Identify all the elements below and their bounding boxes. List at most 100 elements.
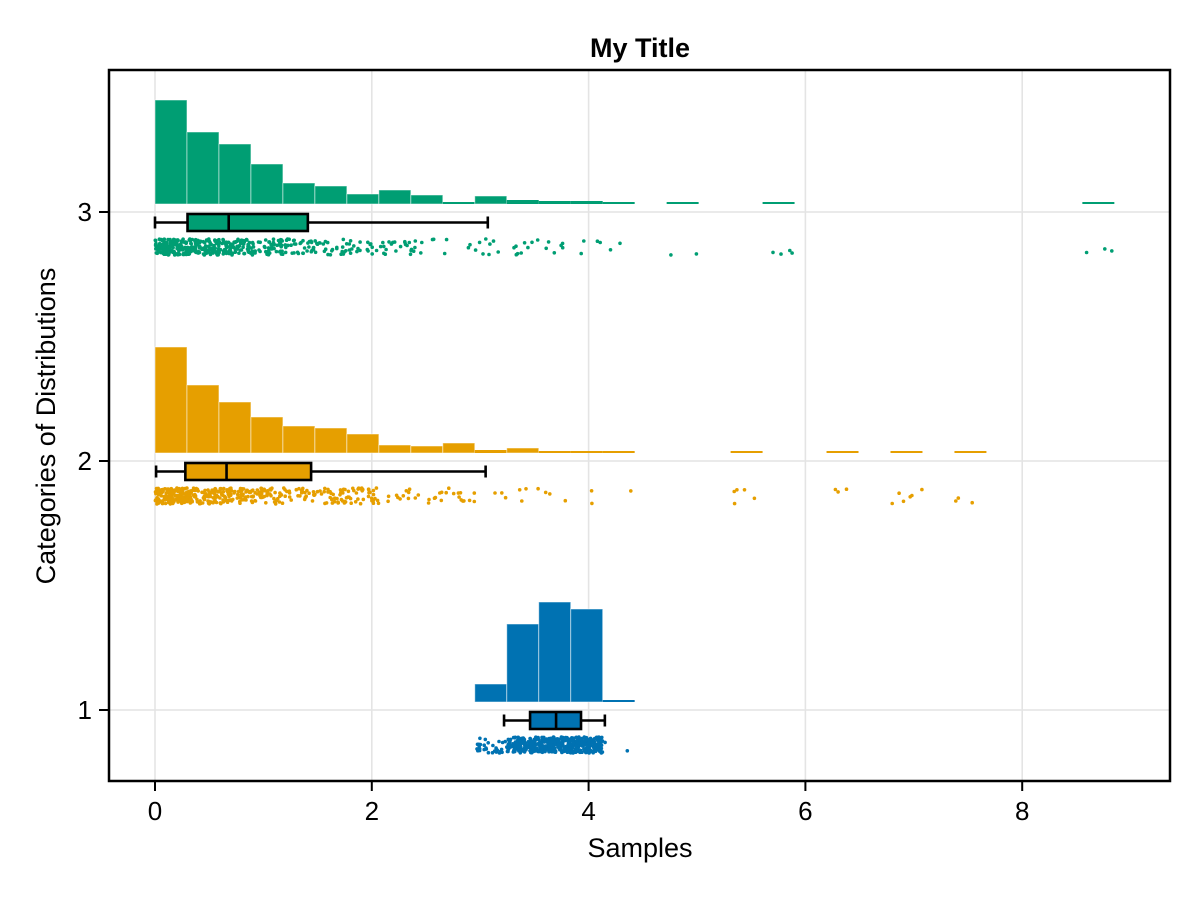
scatter-point	[159, 494, 164, 498]
hist-bar	[570, 608, 604, 703]
scatter-point	[371, 492, 376, 497]
scatter-point	[583, 739, 587, 744]
scatter-point	[901, 499, 906, 504]
scatter-point	[547, 743, 551, 748]
scatter-point	[386, 499, 390, 504]
scatter-point	[483, 737, 488, 742]
hist-bar	[506, 623, 540, 703]
scatter-point	[215, 252, 219, 256]
hist-bar	[602, 451, 635, 453]
scatter-point	[213, 486, 217, 491]
scatter-point	[307, 245, 311, 249]
scatter-point	[206, 493, 211, 498]
scatter-point	[587, 738, 591, 743]
scatter-point	[280, 501, 285, 506]
scatter-point	[224, 240, 228, 244]
scatter-point	[249, 499, 254, 503]
scatter-point	[347, 242, 352, 246]
hist-bar	[346, 193, 380, 205]
hist-bar	[442, 202, 475, 204]
scatter-point	[271, 237, 276, 241]
scatter-point	[365, 247, 370, 252]
scatter-point	[374, 248, 379, 253]
scatter-point	[218, 488, 222, 492]
scatter-point	[413, 245, 417, 250]
scatter-point	[890, 501, 894, 506]
scatter-point	[154, 244, 159, 248]
scatter-point	[517, 488, 522, 492]
scatter-point	[295, 250, 300, 255]
scatter-point	[735, 488, 739, 492]
scatter-point	[407, 487, 412, 492]
scatter-point	[552, 737, 556, 742]
hist-bar	[282, 425, 316, 454]
scatter-point	[196, 240, 201, 245]
scatter-point	[253, 498, 257, 503]
scatter-point	[535, 238, 540, 242]
scatter-point	[488, 242, 492, 246]
hist-bar	[378, 444, 412, 454]
scatter-point	[346, 495, 350, 499]
hist-bar	[410, 194, 444, 205]
scatter-point	[561, 739, 565, 744]
scatter-point	[590, 749, 594, 754]
scatter-point	[233, 240, 238, 245]
scatter-point	[518, 751, 523, 755]
scatter-point	[496, 250, 501, 254]
scatter-point	[342, 250, 347, 254]
scatter-point	[172, 238, 177, 243]
scatter-point	[196, 489, 200, 493]
scatter-point	[419, 251, 423, 255]
scatter-point	[618, 241, 622, 246]
scatter-point	[833, 487, 838, 492]
scatter-point	[503, 495, 508, 500]
scatter-point	[251, 245, 256, 249]
scatter-point	[589, 489, 594, 493]
scatter-point	[522, 241, 527, 245]
scatter-point	[207, 490, 212, 494]
scatter-point	[788, 248, 792, 253]
scatter-point	[205, 251, 209, 255]
scatter-point	[543, 490, 548, 495]
scatter-point	[181, 495, 185, 500]
scatter-point	[175, 252, 179, 256]
scatter-point	[157, 237, 162, 241]
scatter-point	[167, 496, 171, 501]
scatter-point	[560, 744, 565, 748]
scatter-point	[346, 489, 351, 494]
scatter-point	[836, 490, 840, 494]
scatter-point	[524, 487, 528, 491]
scatter-point	[189, 242, 194, 246]
hist-bar	[602, 202, 635, 204]
scatter-point	[256, 240, 261, 244]
hist-bar	[410, 445, 444, 454]
scatter-point	[219, 501, 223, 506]
scatter-point	[341, 237, 346, 242]
scatter-point	[543, 749, 547, 754]
scatter-point	[230, 253, 234, 257]
scatter-point	[338, 493, 342, 497]
scatter-point	[315, 489, 320, 494]
scatter-point	[353, 500, 358, 504]
scatter-point	[203, 244, 208, 248]
scatter-point	[503, 739, 508, 744]
scatter-point	[177, 243, 182, 247]
scatter-point	[273, 490, 277, 495]
hist-bar	[314, 427, 348, 454]
scatter-point	[491, 239, 496, 243]
scatter-point	[348, 251, 353, 255]
x-tick-label: 4	[581, 796, 595, 826]
y-tick-label: 1	[78, 695, 92, 725]
scatter-point	[235, 246, 239, 251]
scatter-point	[212, 243, 216, 248]
scatter-point	[269, 493, 273, 498]
scatter-point	[279, 238, 284, 242]
scatter-point	[287, 495, 292, 499]
scatter-point	[482, 743, 487, 747]
hist-bar	[762, 202, 795, 204]
scatter-point	[273, 502, 278, 506]
scatter-point	[384, 247, 388, 252]
scatter-point	[348, 239, 353, 243]
scatter-point	[255, 488, 260, 492]
